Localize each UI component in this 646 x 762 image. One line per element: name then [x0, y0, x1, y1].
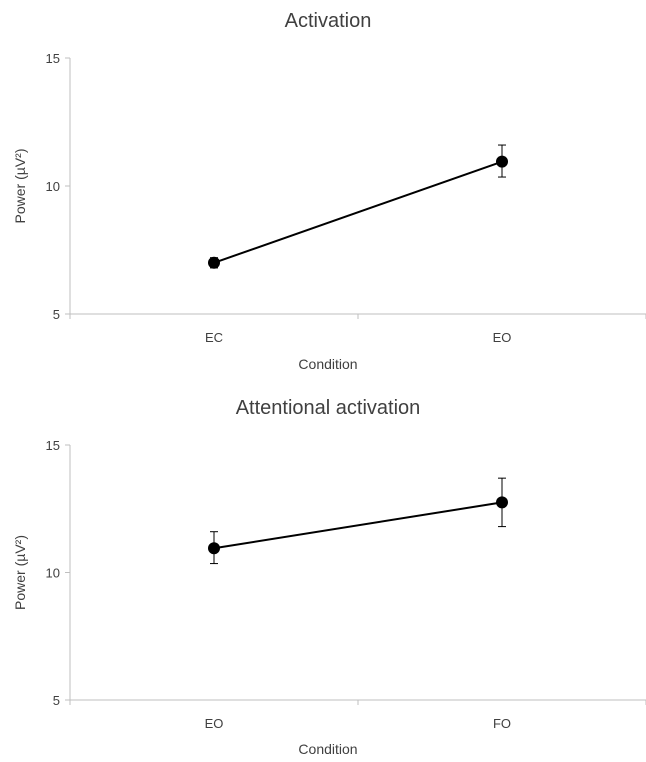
- chart-panel-activation: Activation 5 10 15 EC EO Condition Power (µV²): [12, 10, 646, 372]
- data-point: [496, 155, 508, 168]
- data-point: [496, 496, 508, 509]
- y-axis-title: Power (µV²): [12, 149, 28, 224]
- data-point: [208, 256, 220, 269]
- x-tick-label: FO: [493, 716, 511, 731]
- x-axis-title: Condition: [298, 356, 357, 372]
- y-tick-label: 15: [46, 51, 60, 66]
- y-tick-label: 10: [46, 566, 60, 581]
- series-line: [213, 501, 503, 550]
- x-tick-label: EC: [205, 330, 223, 345]
- chart-panel-attentional-activation: Attentional activation 5 10 15 EO FO Condition…: [12, 397, 646, 757]
- chart-title: Attentional activation: [236, 397, 421, 419]
- data-point: [208, 542, 220, 555]
- x-axis-title: Condition: [298, 741, 357, 757]
- x-tick-label: EO: [493, 330, 512, 345]
- y-tick-label: 10: [46, 179, 60, 194]
- series-line: [213, 160, 503, 264]
- chart-title: Activation: [285, 10, 372, 32]
- y-tick-label: 5: [53, 307, 60, 322]
- y-tick-label: 5: [53, 693, 60, 708]
- y-tick-label: 15: [46, 438, 60, 453]
- y-axis-title: Power (µV²): [12, 535, 28, 610]
- x-tick-label: EO: [205, 716, 224, 731]
